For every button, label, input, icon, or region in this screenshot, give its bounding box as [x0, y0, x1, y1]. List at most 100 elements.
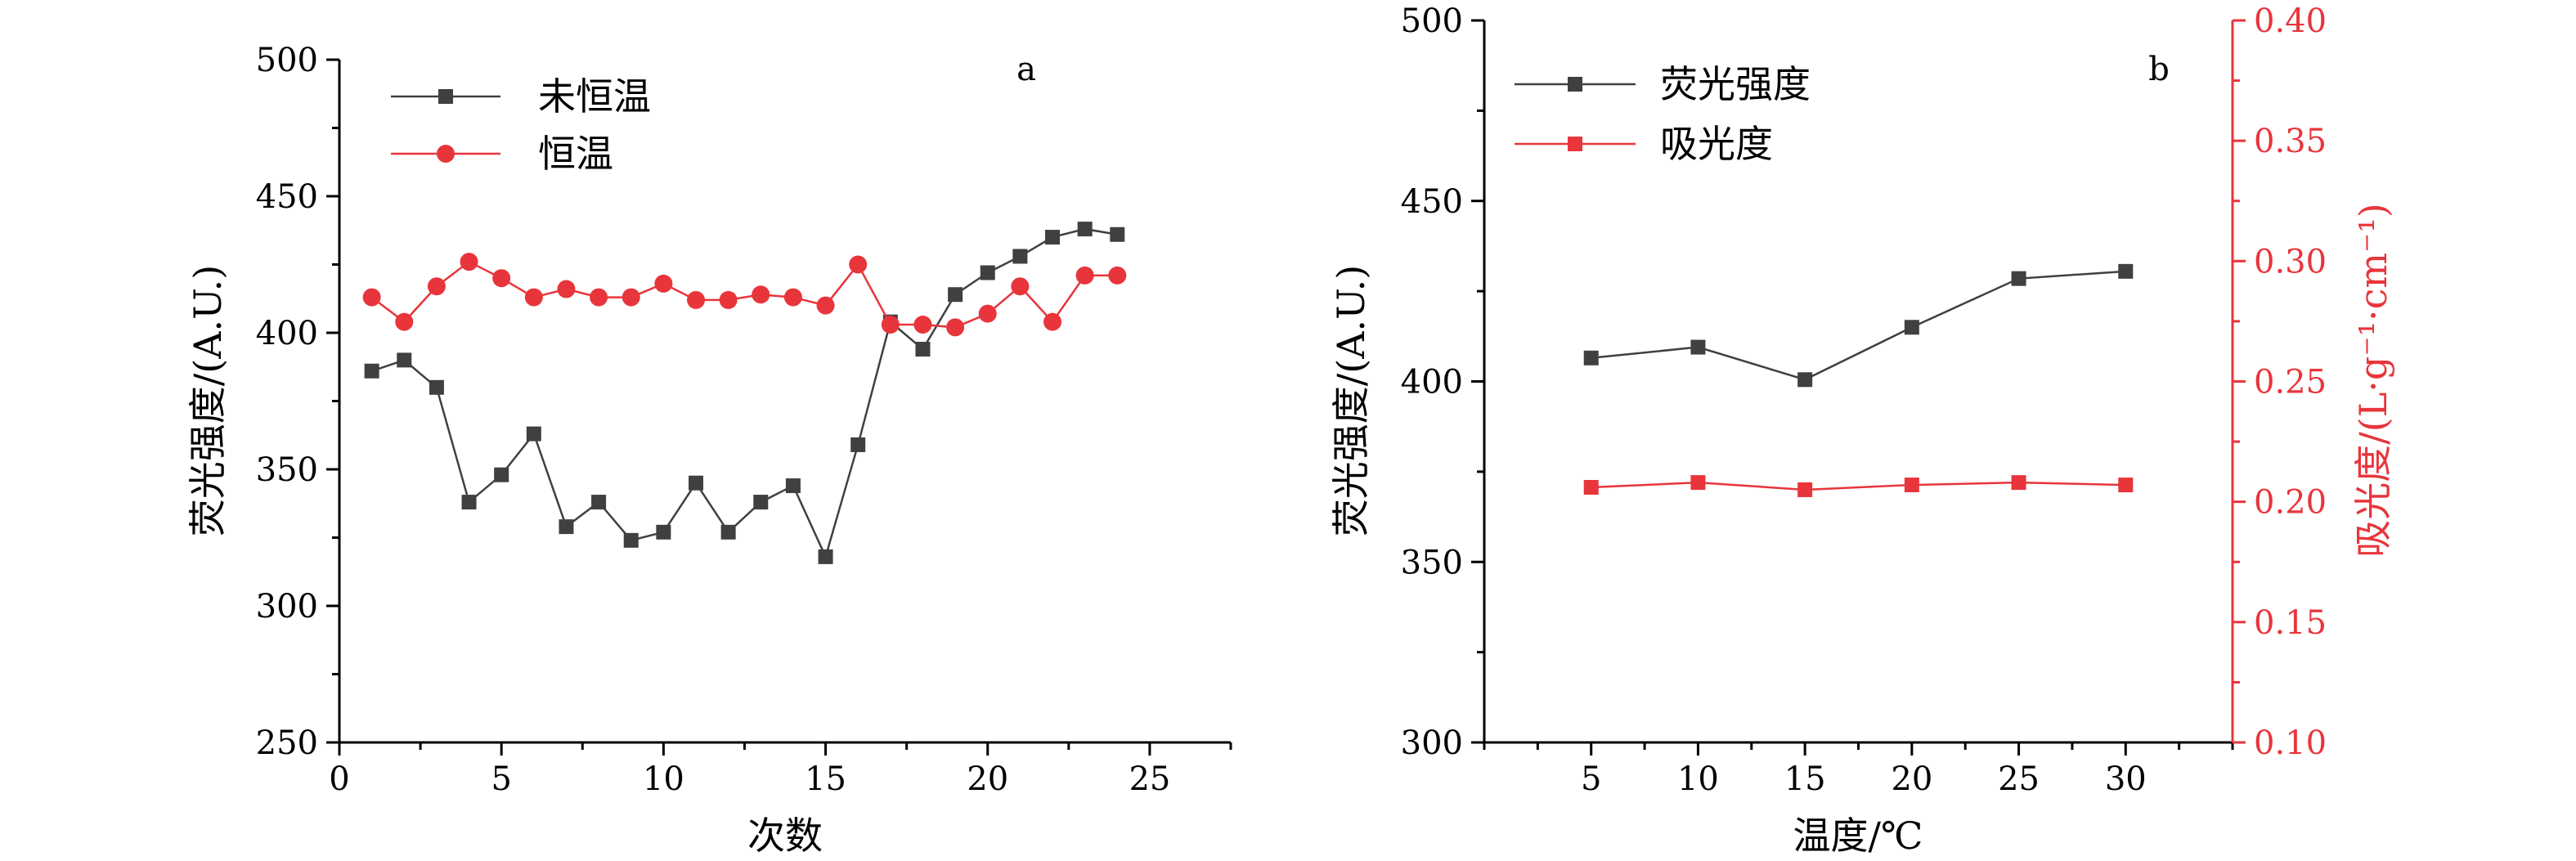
data-point [1690, 475, 1706, 491]
data-point [913, 315, 932, 334]
data-point [494, 467, 509, 482]
y-tick-label: 300 [256, 588, 318, 626]
x-axis-title: 温度/℃ [1793, 814, 1923, 858]
data-point [362, 288, 381, 307]
chart-panel-b: 5 10 15 20 25 30 300 350 400 450 500 0.10 0.15 0.20 0.… [1329, 2, 2395, 858]
y2-tick-label: 0.20 [2254, 484, 2327, 522]
data-point [2011, 475, 2026, 491]
y2-tick-label: 0.10 [2254, 724, 2327, 762]
data-point [1583, 350, 1599, 365]
y-axis-title: 荧光强度/(A.U.) [1329, 265, 1373, 536]
x-tick-label: 5 [491, 760, 511, 798]
data-point [559, 519, 574, 535]
data-point [2118, 263, 2134, 279]
legend-marker [437, 145, 455, 163]
x-tick-label: 0 [329, 760, 349, 798]
x-tick-label: 20 [967, 760, 1008, 798]
legend-marker [1568, 137, 1582, 151]
y-tick-label: 450 [256, 178, 318, 216]
series-line [370, 260, 1118, 329]
data-point [1077, 222, 1093, 237]
panel-label: a [1016, 51, 1036, 88]
data-point [460, 253, 478, 271]
y-tick-label: 300 [1401, 724, 1463, 762]
data-point [687, 290, 705, 309]
y-tick-label: 350 [256, 451, 318, 489]
y-tick-label: 350 [1401, 544, 1463, 581]
data-point [752, 285, 770, 304]
series-line [371, 227, 1118, 560]
x-tick-label: 25 [1998, 760, 2040, 798]
data-point [429, 379, 444, 395]
data-point [980, 265, 995, 280]
data-point [622, 288, 640, 307]
data-point [397, 352, 412, 368]
data-point [1011, 277, 1030, 296]
data-point [783, 288, 802, 307]
data-point [881, 315, 900, 334]
legend-label: 未恒温 [538, 74, 651, 119]
data-point [1043, 312, 1061, 331]
data-point [689, 475, 703, 491]
y-tick-label: 500 [256, 42, 318, 79]
data-point [849, 255, 868, 274]
data-point [1583, 480, 1599, 496]
y2-tick-label: 0.15 [2254, 604, 2327, 642]
data-point [2011, 271, 2026, 286]
y2-tick-label: 0.25 [2254, 364, 2327, 401]
data-point [2118, 478, 2134, 493]
data-point [623, 532, 639, 548]
legend-marker [1568, 77, 1582, 92]
data-point [720, 524, 736, 540]
data-point [524, 288, 543, 307]
data-point [492, 269, 511, 288]
data-point [948, 287, 963, 303]
data-point [427, 277, 446, 296]
x-tick-label: 20 [1891, 760, 1932, 798]
data-point [719, 290, 738, 309]
y2-axis-title: 吸光度/(L·g⁻¹·cm⁻¹) [2351, 203, 2395, 557]
y2-tick-label: 0.30 [2254, 243, 2327, 280]
data-point [526, 426, 541, 442]
x-tick-label: 15 [1784, 760, 1826, 798]
data-point [1108, 266, 1127, 285]
data-point [1075, 266, 1094, 285]
data-point [591, 495, 607, 510]
y2-tick-label: 0.40 [2254, 2, 2327, 40]
data-point [1904, 320, 1919, 335]
y-axis-title: 荧光强度/(A.U.) [186, 265, 230, 536]
data-point [816, 296, 835, 315]
data-point [785, 478, 801, 494]
series-line [1591, 270, 2126, 381]
legend-marker [438, 89, 453, 104]
y-tick-label: 450 [1401, 183, 1463, 221]
legend-label: 吸光度 [1660, 122, 1773, 166]
data-point [656, 524, 671, 540]
data-point [1797, 482, 1813, 497]
y-tick-label: 500 [1401, 2, 1463, 40]
data-point [654, 274, 673, 293]
data-point [818, 549, 833, 564]
x-tick-label: 15 [805, 760, 846, 798]
x-tick-label: 25 [1129, 760, 1170, 798]
chart-panel-a: 0 5 10 15 20 25 250 300 350 400 450 500 次数 荧光强度/(A.U.… [186, 42, 1232, 858]
data-point [364, 363, 379, 379]
x-tick-label: 5 [1581, 760, 1601, 798]
data-point [590, 288, 608, 307]
y2-tick-label: 0.35 [2254, 123, 2327, 160]
panel-label: b [2148, 51, 2170, 88]
data-point [915, 342, 931, 357]
data-point [461, 495, 477, 510]
legend-label: 荧光强度 [1660, 62, 1811, 106]
y-tick-label: 250 [256, 724, 318, 762]
series-line [1591, 481, 2126, 491]
data-point [1797, 372, 1813, 388]
x-tick-label: 30 [2105, 760, 2147, 798]
data-point [1045, 230, 1060, 245]
data-point [557, 280, 576, 298]
data-point [1904, 478, 1919, 493]
legend-label: 恒温 [538, 132, 613, 176]
data-point [395, 312, 414, 331]
data-point [850, 437, 866, 452]
